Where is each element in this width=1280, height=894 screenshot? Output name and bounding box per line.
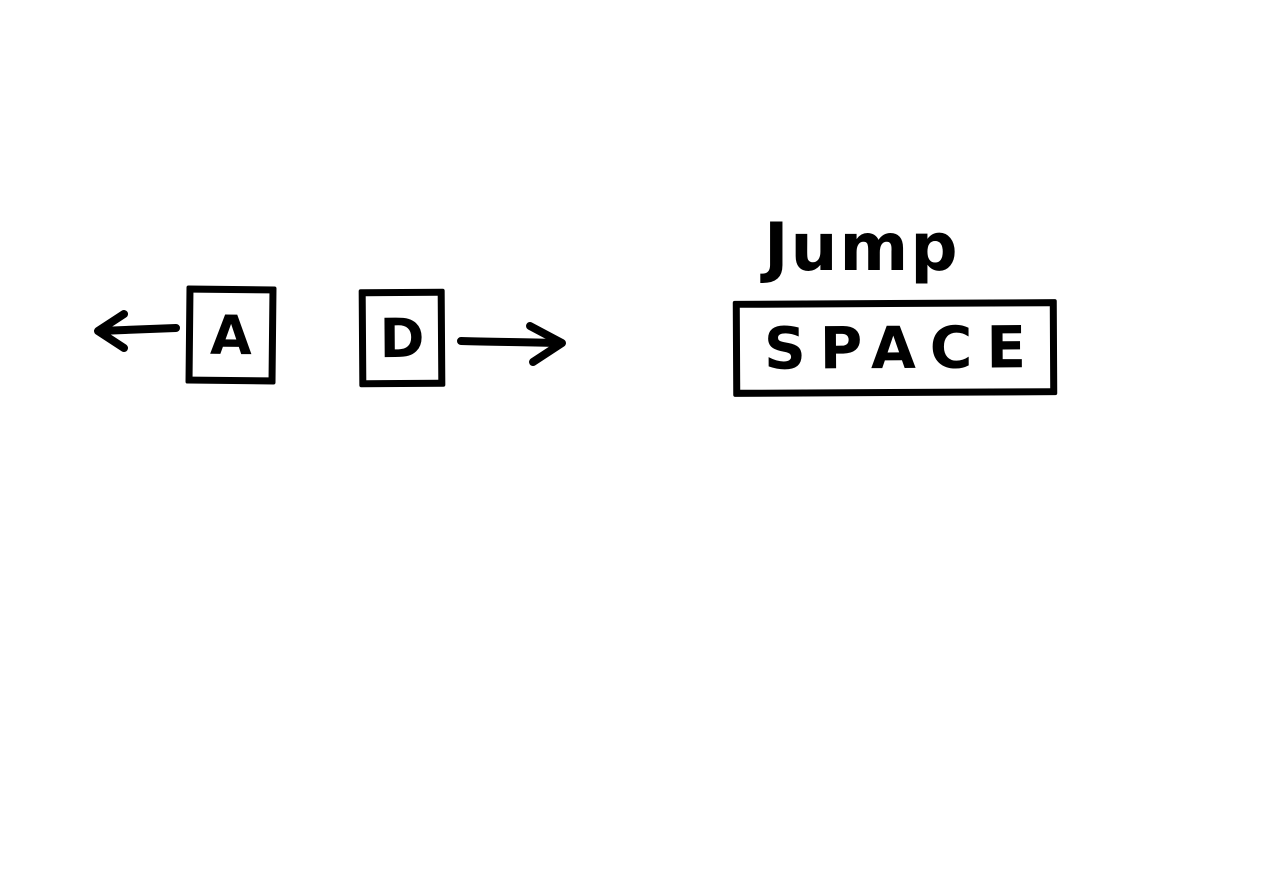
key-a-label: A [209,303,253,367]
key-d-label: D [379,306,425,370]
key-space-label: SPACE [763,313,1041,383]
key-a-left: A [185,285,277,385]
jump-label: Jump [764,209,960,286]
arrow-left-icon [94,310,180,352]
arrow-right-icon [457,322,566,366]
key-space-jump: SPACE [732,299,1058,397]
key-d-right: D [358,288,446,388]
